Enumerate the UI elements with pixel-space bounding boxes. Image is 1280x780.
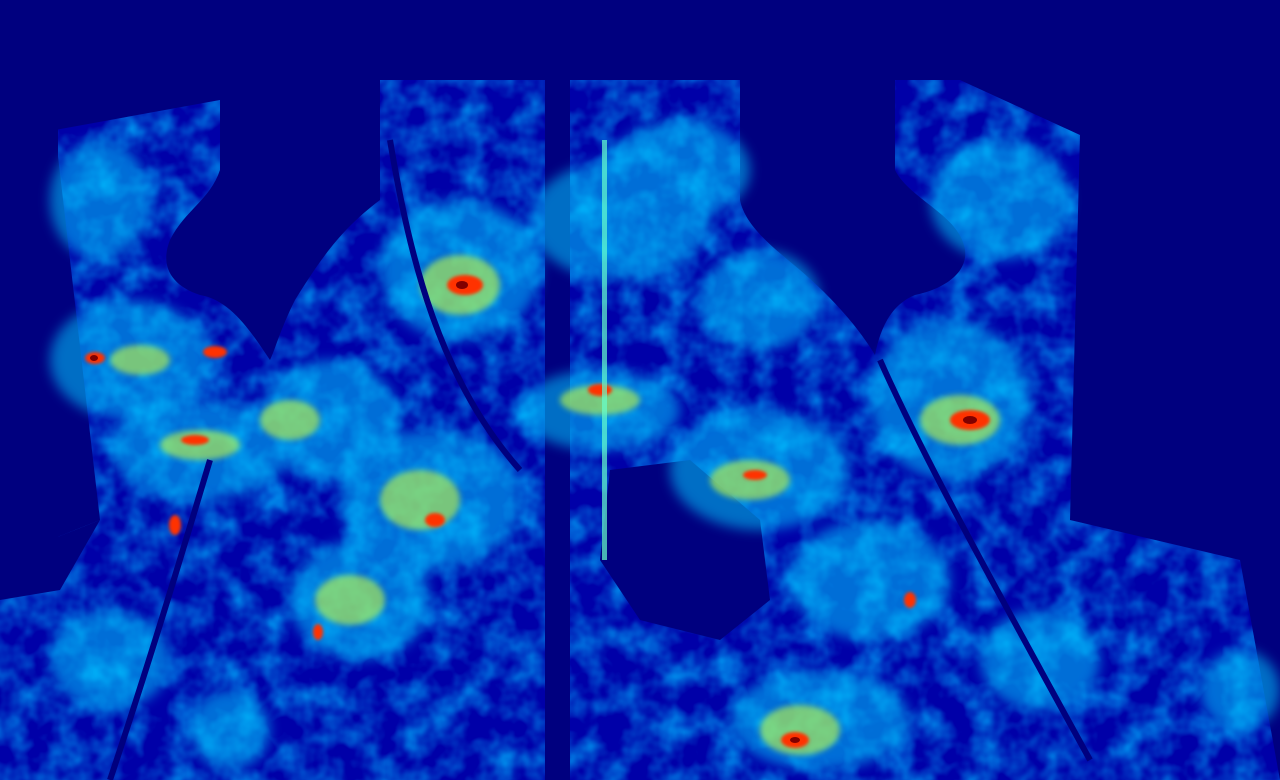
vertical-rod [602,140,607,560]
hot-spots [85,275,990,748]
high-intensity-blobs [110,255,1000,755]
dark-stems [107,139,1093,780]
hottest-cores [90,281,977,743]
